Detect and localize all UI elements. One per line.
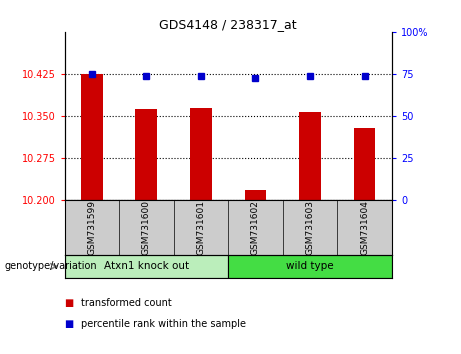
Text: GSM731601: GSM731601 [196,200,206,255]
Text: ■: ■ [65,298,74,308]
Bar [190,108,212,200]
Text: GSM731602: GSM731602 [251,200,260,255]
Text: Atxn1 knock out: Atxn1 knock out [104,261,189,272]
Text: transformed count: transformed count [81,298,171,308]
Text: GSM731599: GSM731599 [87,200,96,255]
Text: ■: ■ [65,319,74,329]
Bar [354,128,375,200]
Title: GDS4148 / 238317_at: GDS4148 / 238317_at [160,18,297,31]
Bar [244,190,266,200]
Text: GSM731604: GSM731604 [360,200,369,255]
Bar [228,255,392,278]
Text: wild type: wild type [286,261,334,272]
Bar [299,112,321,200]
Bar [65,255,228,278]
Text: genotype/variation: genotype/variation [5,261,97,272]
Bar [81,74,103,200]
Text: percentile rank within the sample: percentile rank within the sample [81,319,246,329]
Bar [136,109,157,200]
Text: GSM731603: GSM731603 [306,200,314,255]
Text: GSM731600: GSM731600 [142,200,151,255]
